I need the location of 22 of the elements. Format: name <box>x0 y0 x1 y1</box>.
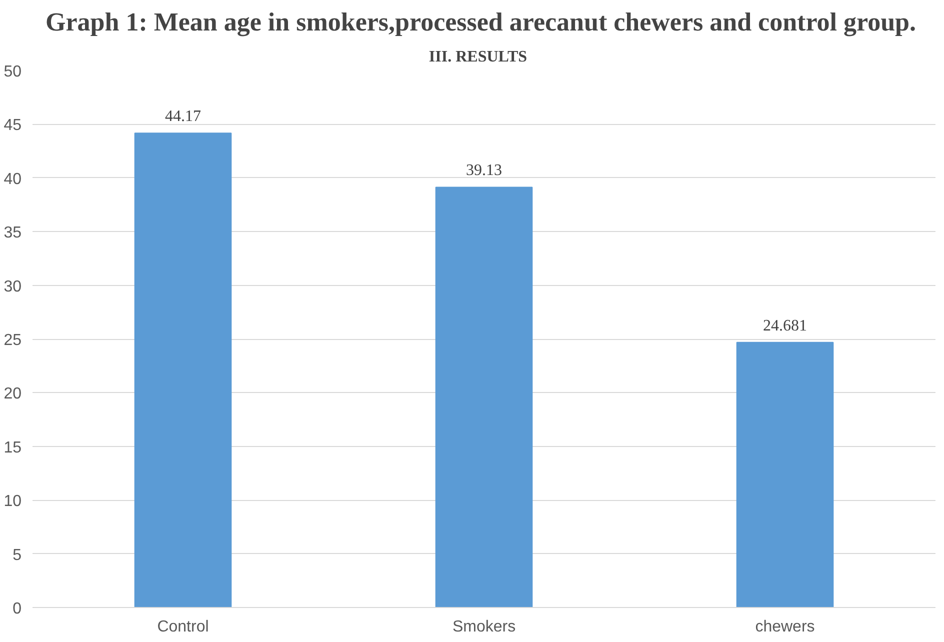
x-tick-label: Control <box>157 618 209 636</box>
y-tick-label: 40 <box>4 170 22 188</box>
y-tick-label: 15 <box>4 439 22 456</box>
data-label: 44.17 <box>165 108 201 126</box>
x-tick-label: chewers <box>755 618 815 636</box>
y-tick-label: 10 <box>4 493 22 510</box>
y-tick-label: 50 <box>4 64 22 80</box>
y-tick-label: 30 <box>4 278 22 296</box>
bar <box>435 186 533 608</box>
y-tick-label: 20 <box>4 386 22 403</box>
y-tick-label: 5 <box>12 546 22 564</box>
data-label: 24.681 <box>763 317 807 334</box>
bar <box>134 132 232 608</box>
chart-title: Graph 1: Mean age in smokers,processed arecanut chewers and control group. <box>46 8 916 36</box>
data-label: 39.13 <box>466 162 502 180</box>
bar <box>736 342 834 608</box>
y-tick-label: 0 <box>12 600 22 618</box>
x-tick-label: Smokers <box>452 618 516 636</box>
y-tick-label: 35 <box>4 224 22 242</box>
y-tick-label: 45 <box>4 117 22 134</box>
y-tick-label: 25 <box>4 332 22 349</box>
text: III. RESULTS <box>428 48 528 66</box>
